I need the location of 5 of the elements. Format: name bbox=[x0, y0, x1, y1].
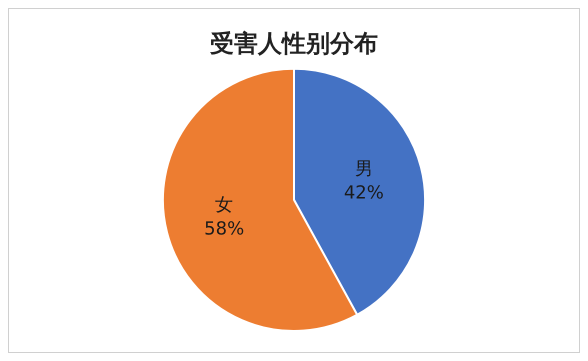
slice-label: 女 bbox=[215, 194, 234, 216]
slice-label: 男 bbox=[354, 158, 373, 180]
chart-title: 受害人性别分布 bbox=[210, 30, 378, 58]
data-label: 42% bbox=[344, 182, 384, 204]
data-label: 58% bbox=[204, 218, 244, 240]
